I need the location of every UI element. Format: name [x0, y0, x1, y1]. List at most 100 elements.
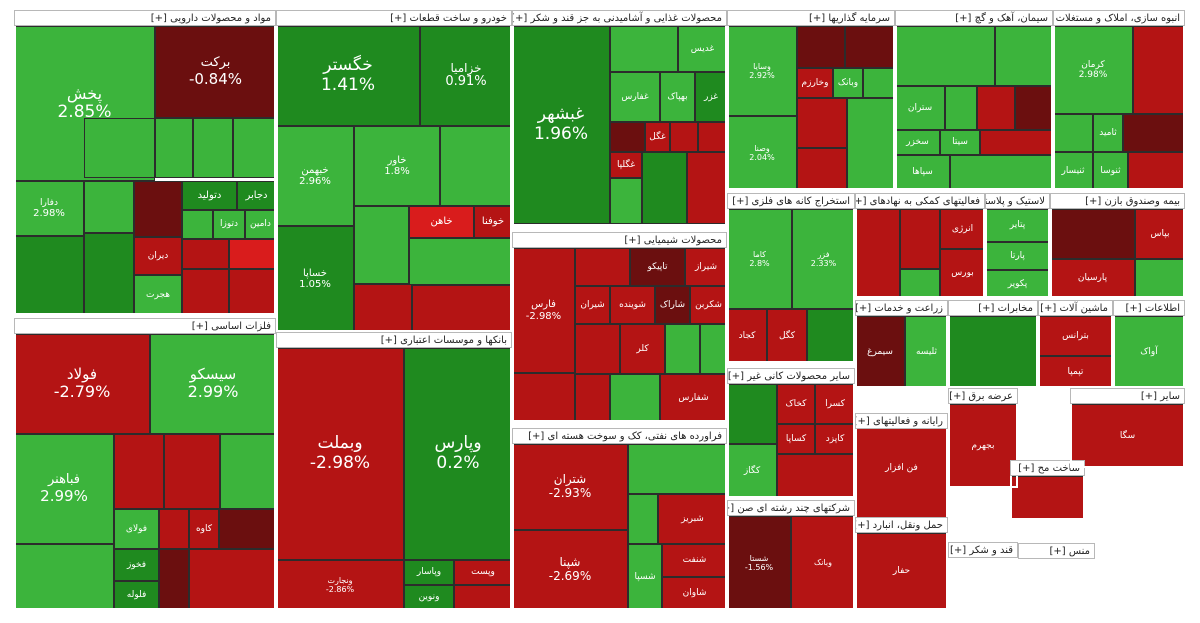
treemap-tile[interactable]: [895, 26, 995, 86]
sector-header[interactable]: فعالیتهای کمکی به نهادهای [+]: [855, 193, 985, 209]
treemap-tile[interactable]: بپاس: [1135, 209, 1185, 259]
treemap-tile[interactable]: [945, 86, 977, 130]
treemap-tile[interactable]: [855, 209, 900, 298]
treemap-tile[interactable]: سخزر: [895, 130, 940, 155]
sector-header[interactable]: سرمایه گذاریها [+]: [727, 10, 895, 26]
treemap-tile[interactable]: وخارزم: [797, 68, 833, 98]
treemap-tile[interactable]: شتران -2.93%: [512, 444, 628, 530]
treemap-tile[interactable]: پتایر: [985, 209, 1050, 242]
sector-header[interactable]: محصولات غذایی و آشامیدنی به جز قند و شکر…: [512, 10, 727, 26]
treemap-tile[interactable]: وبملت -2.98%: [276, 348, 404, 560]
sector-header[interactable]: لاستیک و پلاستیک [+]: [985, 193, 1050, 209]
treemap-tile[interactable]: [900, 209, 940, 269]
treemap-tile[interactable]: [610, 122, 645, 152]
treemap-tile[interactable]: [797, 148, 847, 190]
treemap-tile[interactable]: پارتا: [985, 242, 1050, 270]
sector-header[interactable]: منس [+]: [1018, 543, 1095, 559]
treemap-tile[interactable]: بجهرم: [948, 404, 1018, 488]
treemap-tile[interactable]: سیسکو 2.99%: [150, 334, 276, 434]
treemap-tile[interactable]: وصنا 2.04%: [727, 116, 797, 190]
sector-header[interactable]: حمل ونقل، انبارد [+]: [855, 517, 948, 533]
treemap-tile[interactable]: [1123, 114, 1185, 152]
treemap-tile[interactable]: کگاز: [727, 444, 777, 498]
treemap-tile[interactable]: [182, 210, 213, 239]
treemap-tile[interactable]: [14, 236, 84, 314]
treemap-tile[interactable]: [665, 324, 700, 374]
treemap-tile[interactable]: آواک: [1113, 316, 1185, 388]
treemap-tile[interactable]: [610, 26, 678, 72]
treemap-tile[interactable]: غفارس: [610, 72, 660, 122]
treemap-tile[interactable]: [114, 434, 164, 509]
sector-header[interactable]: زراعت و خدمات [+]: [855, 300, 948, 316]
treemap-tile[interactable]: [575, 248, 630, 286]
treemap-tile[interactable]: کلر: [620, 324, 665, 374]
treemap-tile[interactable]: [182, 239, 229, 269]
treemap-tile[interactable]: [229, 239, 276, 269]
treemap-tile[interactable]: [670, 122, 698, 152]
treemap-tile[interactable]: غگلپا: [610, 152, 642, 178]
sector-header[interactable]: ماشین آلات [+]: [1038, 300, 1113, 316]
treemap-tile[interactable]: دیران: [134, 237, 182, 275]
treemap-tile[interactable]: فخوز: [114, 549, 159, 581]
treemap-tile[interactable]: کجاد: [727, 309, 767, 363]
treemap-tile[interactable]: وپاسار: [404, 560, 454, 585]
treemap-tile[interactable]: [134, 181, 182, 237]
sector-header[interactable]: سیمان، آهک و گچ [+]: [895, 10, 1053, 26]
treemap-tile[interactable]: [164, 434, 220, 509]
treemap-tile[interactable]: [995, 26, 1053, 86]
treemap-tile[interactable]: [628, 444, 727, 494]
treemap-tile[interactable]: [155, 118, 193, 178]
treemap-tile[interactable]: خاور 1.8%: [354, 126, 440, 206]
treemap-tile[interactable]: کساپا: [777, 424, 815, 454]
treemap-tile[interactable]: [628, 494, 658, 544]
sector-header[interactable]: خودرو و ساخت قطعات [+]: [276, 10, 512, 26]
treemap-tile[interactable]: غگل: [645, 122, 670, 152]
treemap-tile[interactable]: شبریز: [658, 494, 727, 544]
treemap-tile[interactable]: خبهمن 2.96%: [276, 126, 354, 226]
treemap-tile[interactable]: [193, 118, 233, 178]
treemap-tile[interactable]: وپارس 0.2%: [404, 348, 512, 560]
treemap-tile[interactable]: فباهنر 2.99%: [14, 434, 114, 544]
treemap-tile[interactable]: دفارا 2.98%: [14, 181, 84, 236]
treemap-tile[interactable]: [797, 98, 847, 148]
treemap-tile[interactable]: [440, 126, 512, 206]
treemap-tile[interactable]: بترانس: [1038, 316, 1113, 356]
treemap-tile[interactable]: شیراز: [685, 248, 727, 286]
treemap-tile[interactable]: [84, 118, 155, 178]
treemap-tile[interactable]: خاهن: [409, 206, 474, 238]
treemap-tile[interactable]: شاراک: [655, 286, 690, 324]
treemap-tile[interactable]: [409, 238, 512, 285]
treemap-tile[interactable]: وبانک: [833, 68, 863, 98]
treemap-tile[interactable]: [1050, 209, 1135, 259]
treemap-tile[interactable]: سیتا: [940, 130, 980, 155]
treemap-tile[interactable]: وپست: [454, 560, 512, 585]
treemap-tile[interactable]: سگا: [1070, 404, 1185, 468]
treemap-tile[interactable]: خگستر 1.41%: [276, 26, 420, 126]
sector-header[interactable]: مواد و محصولات دارویی [+]: [14, 10, 276, 26]
sector-header[interactable]: اطلاعات [+]: [1113, 300, 1185, 316]
sector-header[interactable]: محصولات شیمیایی [+]: [512, 232, 727, 248]
sector-header[interactable]: مخابرات [+]: [948, 300, 1038, 316]
treemap-tile[interactable]: [980, 130, 1053, 155]
treemap-tile[interactable]: [354, 206, 409, 284]
treemap-tile[interactable]: [797, 26, 845, 68]
treemap-tile[interactable]: [642, 152, 687, 224]
treemap-tile[interactable]: دتوزا: [213, 210, 245, 239]
treemap-tile[interactable]: غدیس: [678, 26, 727, 72]
treemap-tile[interactable]: [863, 68, 895, 98]
treemap-tile[interactable]: شپنا -2.69%: [512, 530, 628, 610]
treemap-tile[interactable]: خزامیا 0.91%: [420, 26, 512, 126]
treemap-tile[interactable]: [700, 324, 727, 374]
treemap-tile[interactable]: فزر 2.33%: [792, 209, 855, 309]
sector-header[interactable]: سایر [+]: [1070, 388, 1185, 404]
treemap-tile[interactable]: [159, 549, 189, 610]
treemap-tile[interactable]: [610, 374, 660, 422]
treemap-tile[interactable]: فولای: [114, 509, 159, 549]
treemap-tile[interactable]: [512, 373, 575, 422]
sector-header[interactable]: عرضه برق [+]: [948, 388, 1018, 404]
treemap-tile[interactable]: شنفت: [662, 544, 727, 577]
sector-header[interactable]: انبوه سازی، املاک و مستغلات [+]: [1053, 10, 1185, 26]
treemap-tile[interactable]: سیمرغ: [855, 316, 905, 388]
treemap-tile[interactable]: شوینده: [610, 286, 655, 324]
sector-header[interactable]: ساخت مح [+]: [1010, 460, 1085, 476]
